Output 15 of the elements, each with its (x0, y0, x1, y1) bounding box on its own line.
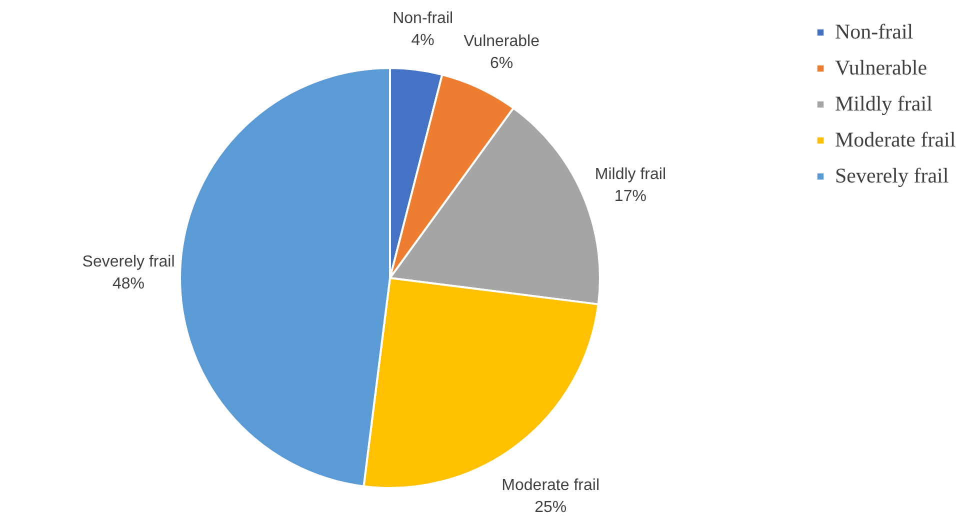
legend-label: Severely frail (835, 164, 949, 188)
data-label: 48% (112, 276, 145, 293)
legend-label: Mildly frail (835, 92, 933, 116)
legend-label: Moderate frail (835, 128, 956, 152)
data-label: 4% (411, 32, 434, 50)
legend-label: Vulnerable (835, 56, 928, 80)
slice-label: Moderate frail (502, 477, 600, 494)
slice-label: Vulnerable (464, 32, 540, 50)
data-label: 17% (614, 188, 646, 205)
slice-label: Severely frail (82, 254, 175, 271)
slice-label: Non-frail (392, 10, 454, 28)
slice-label: Mildly frail (594, 166, 666, 183)
legend-label: Non-frail (835, 20, 914, 44)
data-label: 25% (534, 499, 567, 516)
data-label: 6% (490, 54, 514, 72)
